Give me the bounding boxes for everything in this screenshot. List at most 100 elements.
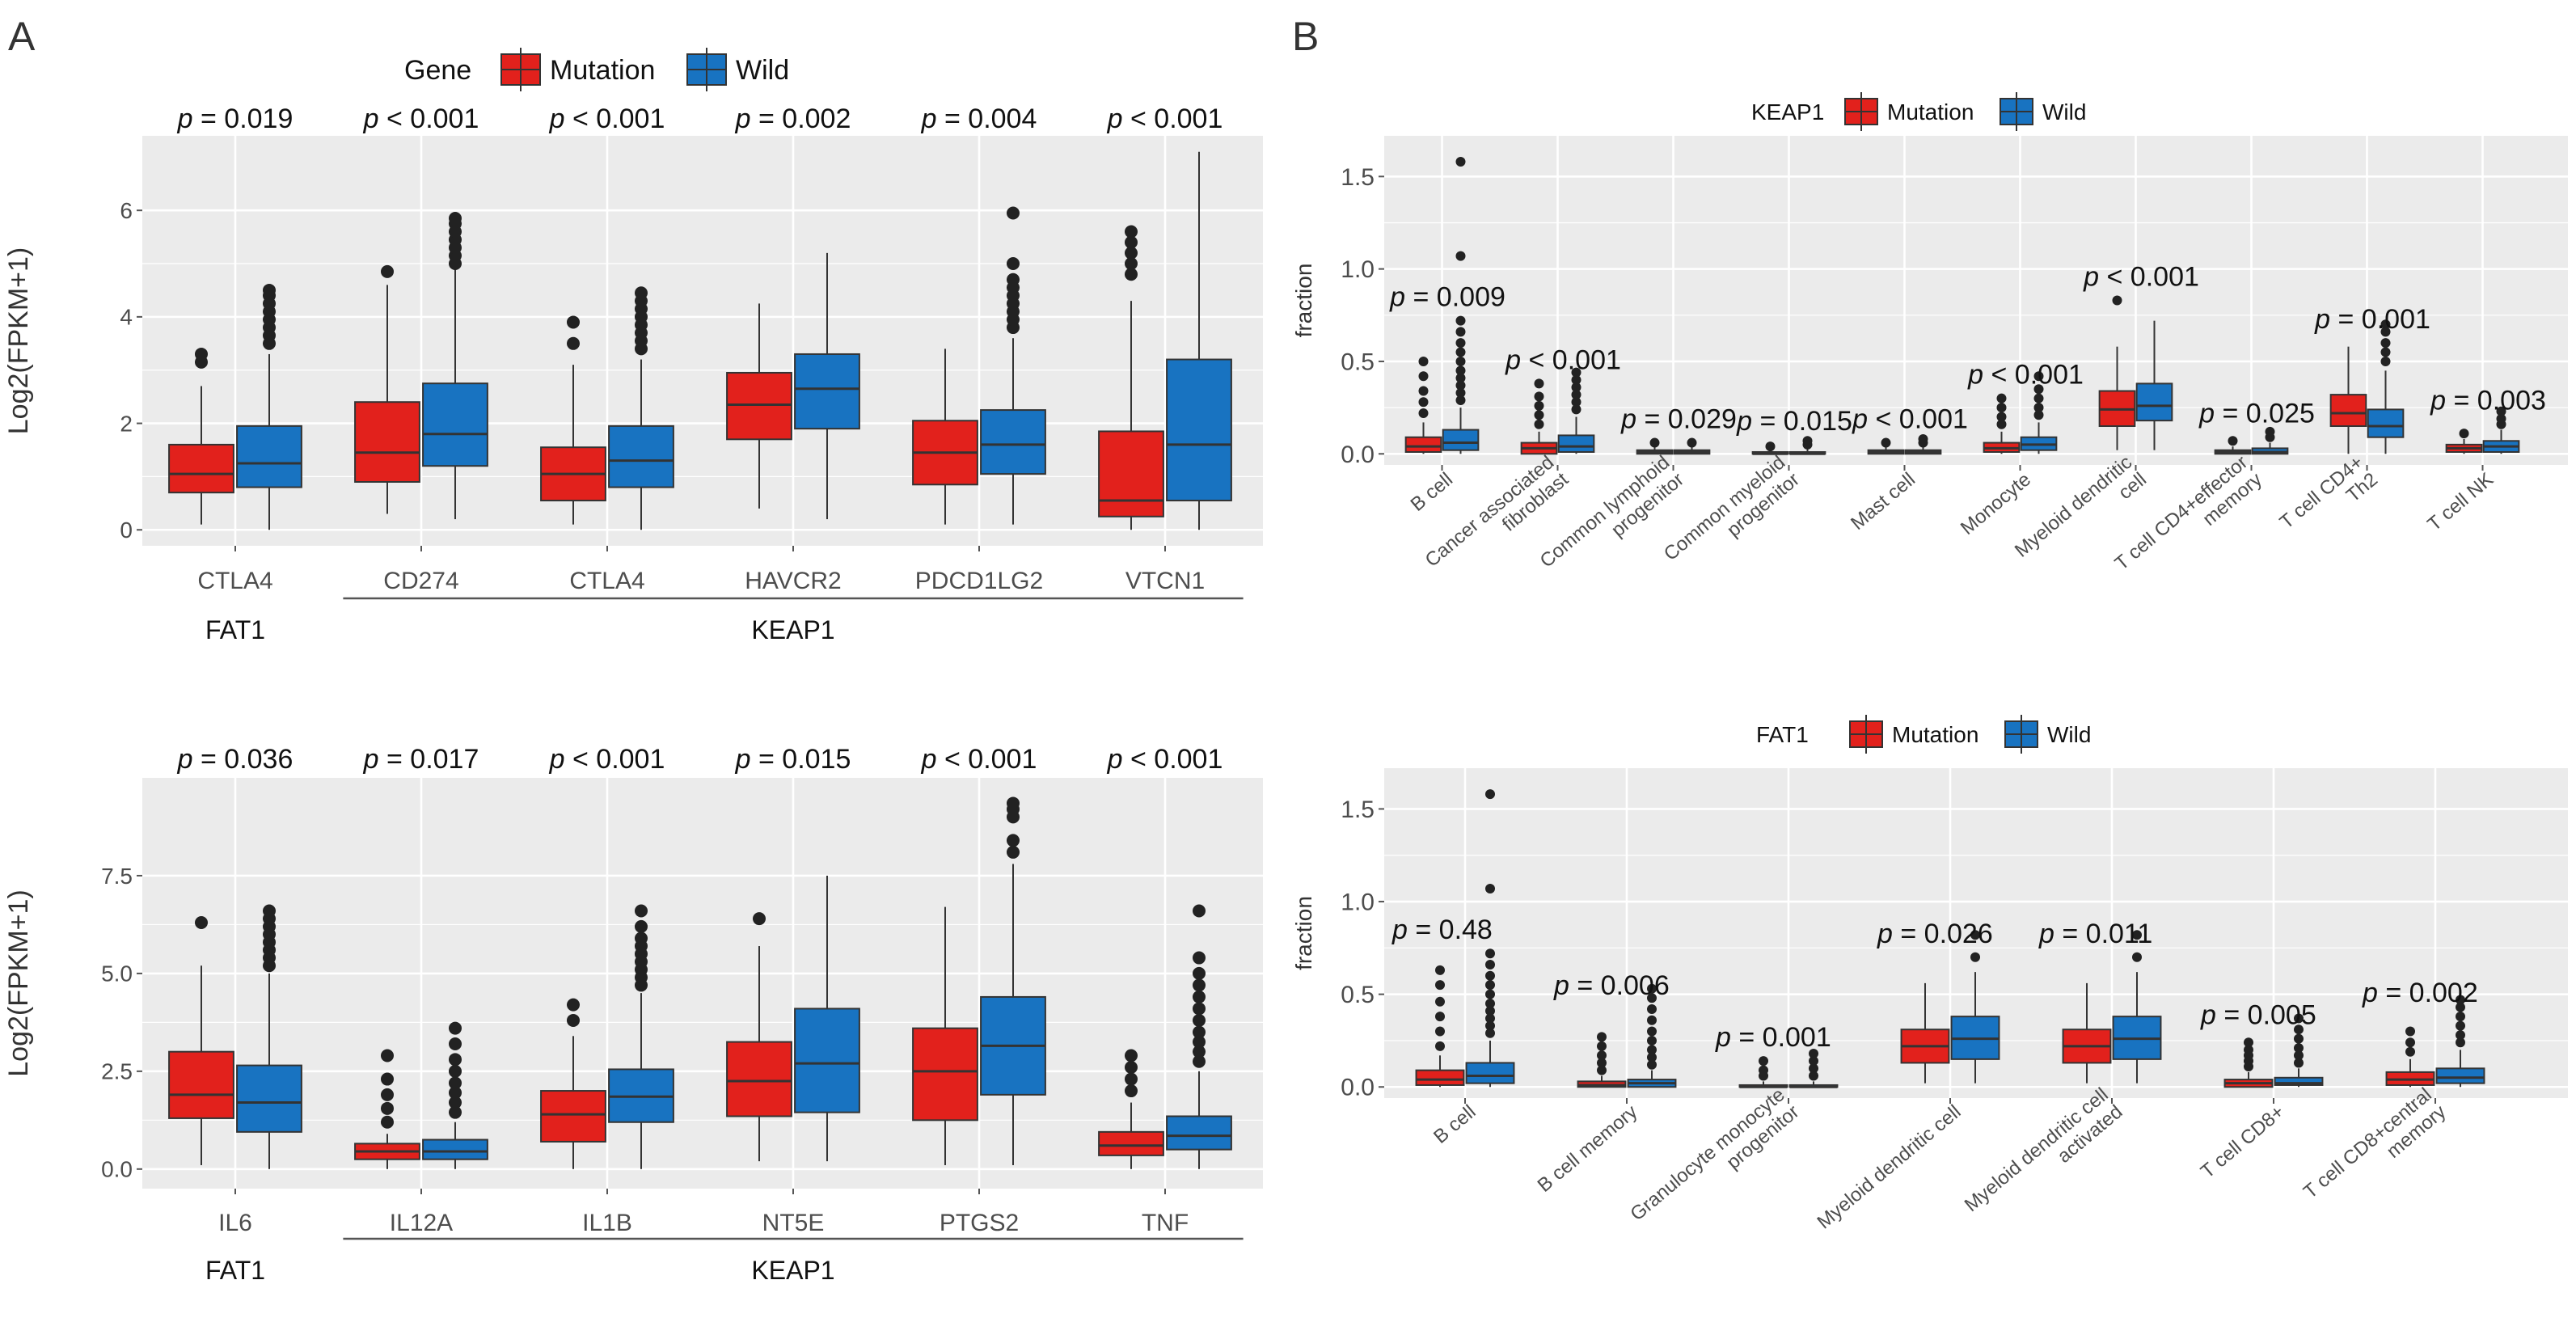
outlier-point	[2112, 295, 2122, 306]
chart-a-top: 0 2 4 6 Log2(FPKM+1) CTLA4 CD274 CTLA4 HAVCR2 PDC…	[3, 48, 1263, 644]
outlier-point	[1809, 1048, 1818, 1058]
p-value-label: p < 0.001	[1107, 103, 1223, 134]
outlier-point	[1647, 1052, 1657, 1062]
outlier-point	[753, 912, 766, 926]
outlier-point	[1125, 1061, 1138, 1075]
outlier-point	[2033, 410, 2044, 420]
outlier-point	[1125, 1049, 1138, 1062]
box-mutation	[1404, 436, 1442, 453]
outlier-point	[2380, 338, 2391, 349]
outlier-point	[1996, 419, 2007, 429]
p-value-label: p < 0.001	[1967, 360, 2084, 391]
outlier-point	[1597, 1032, 1607, 1042]
y-tick-label: 0	[120, 517, 133, 543]
y-tick-label: 0.5	[1341, 982, 1375, 1008]
p-value-label: p < 0.001	[1107, 744, 1223, 775]
box-wild	[1442, 429, 1480, 451]
legend: KEAP1 Mutation Wild	[1751, 92, 2086, 131]
x-tick-label: Common myeloidprogenitor	[1660, 451, 1804, 582]
outlier-point	[2380, 327, 2391, 337]
p-value-label: p = 0.005	[2200, 1000, 2316, 1031]
x-tick-label: T cell CD4+Th2	[2276, 451, 2382, 551]
y-tick-label: 0.0	[101, 1157, 133, 1182]
outlier-point	[2244, 1037, 2253, 1048]
p-value-label: p = 0.025	[2198, 399, 2315, 429]
y-tick-label: 4	[120, 305, 133, 330]
box-mutation	[540, 1090, 606, 1143]
outlier-point	[1455, 338, 1466, 349]
outlier-point	[567, 1013, 580, 1027]
p-value-label: p < 0.001	[363, 103, 479, 134]
outlier-point	[1193, 1002, 1206, 1016]
outlier-point	[1485, 980, 1495, 991]
legend-title: FAT1	[1756, 722, 1809, 747]
y-tick-label: 2.5	[101, 1059, 133, 1084]
plot-panel	[142, 136, 1263, 546]
outlier-point	[1455, 373, 1466, 383]
outlier-point	[449, 1076, 462, 1090]
outlier-point	[2132, 952, 2142, 962]
x-tick-label: T cell CD8+centralmemory	[2299, 1084, 2450, 1220]
outlier-point	[2459, 429, 2469, 439]
outlier-point	[1455, 157, 1466, 167]
outlier-point	[1418, 356, 1429, 366]
y-tick-label: 6	[120, 198, 133, 223]
box-wild	[236, 1064, 302, 1133]
box-wild	[2435, 1067, 2485, 1084]
outlier-point	[1534, 419, 1544, 429]
outlier-point	[2405, 1026, 2415, 1037]
outlier-point	[1571, 367, 1581, 378]
group-label: KEAP1	[751, 615, 834, 644]
outlier-point	[2496, 413, 2506, 424]
outlier-point	[1485, 999, 1495, 1009]
legend-entry-label: Wild	[736, 55, 789, 86]
legend: FAT1 Mutation Wild	[1756, 715, 2091, 754]
outlier-point	[1485, 948, 1495, 959]
box-wild	[1166, 358, 1232, 502]
x-tick-label: PTGS2	[940, 1210, 1019, 1236]
box-mutation	[168, 443, 234, 494]
outlier-point	[1597, 1058, 1607, 1068]
legend-title: KEAP1	[1751, 99, 1824, 125]
outlier-point	[1996, 393, 2007, 403]
chart-a-bottom: 0.0 2.5 5.0 7.5 Log2(FPKM+1) IL6 IL12A IL1B NT5E…	[3, 778, 1263, 1285]
outlier-point	[381, 1088, 394, 1101]
outlier-point	[2405, 1046, 2415, 1057]
outlier-point	[2456, 1012, 2465, 1022]
outlier-point	[1809, 1056, 1818, 1067]
outlier-point	[1647, 1015, 1657, 1025]
outlier-point	[1918, 433, 1928, 444]
outlier-point	[1455, 347, 1466, 357]
outlier-point	[1809, 1063, 1818, 1074]
outlier-point	[1647, 1059, 1657, 1070]
y-tick-label: 0.0	[1341, 1075, 1375, 1101]
outlier-point	[1418, 386, 1429, 396]
outlier-point	[2294, 1043, 2304, 1054]
outlier-point	[1534, 378, 1544, 389]
outlier-point	[1647, 993, 1657, 1003]
outlier-point	[195, 916, 208, 930]
outlier-point	[1193, 1054, 1206, 1068]
box-wild	[980, 409, 1046, 475]
outlier-point	[2456, 1037, 2465, 1048]
outlier-point	[1571, 390, 1581, 400]
outlier-point	[1455, 365, 1466, 376]
outlier-point	[1435, 996, 1445, 1007]
p-value-label: p = 0.015	[735, 744, 851, 775]
p-value-label: p < 0.001	[1505, 344, 1621, 375]
outlier-point	[1418, 371, 1429, 382]
box-mutation	[1415, 1069, 1465, 1086]
outlier-point	[2132, 930, 2142, 940]
outlier-point	[1418, 408, 1429, 418]
p-value-label: p = 0.002	[735, 103, 851, 134]
legend-entry-label: Wild	[2042, 99, 2086, 125]
outlier-point	[1485, 1028, 1495, 1038]
legend: Gene Mutation Wild	[404, 48, 789, 91]
outlier-point	[449, 1096, 462, 1109]
outlier-point	[263, 283, 276, 297]
outlier-point	[1435, 1041, 1445, 1051]
legend-entry-label: Mutation	[1887, 99, 1974, 125]
outlier-point	[449, 1037, 462, 1050]
p-value-label: p = 0.017	[363, 744, 479, 775]
outlier-point	[1597, 1065, 1607, 1075]
